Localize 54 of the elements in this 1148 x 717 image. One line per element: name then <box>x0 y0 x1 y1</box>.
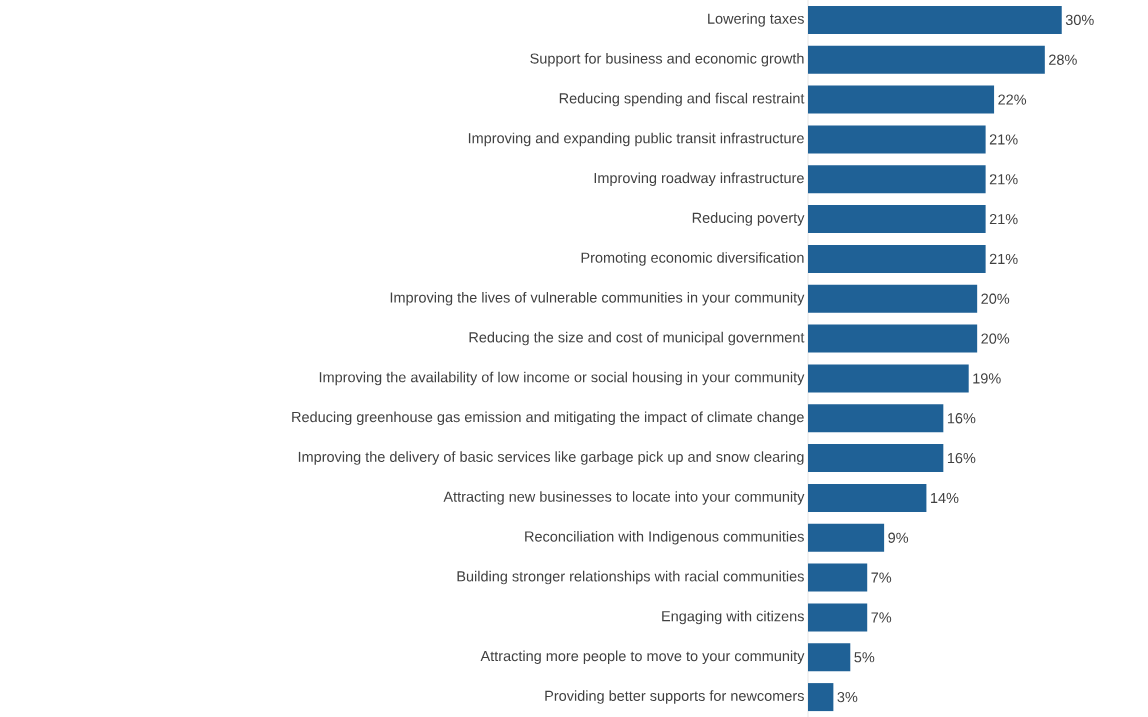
bar <box>808 483 927 512</box>
bar <box>808 523 885 552</box>
data-label: 30% <box>1065 14 1094 26</box>
bar <box>808 404 944 433</box>
data-label: 3% <box>837 691 858 703</box>
data-label: 14% <box>931 492 959 503</box>
bar <box>808 125 986 154</box>
bar <box>808 563 868 592</box>
data-label: 16% <box>947 413 976 424</box>
y-tick-label: Attracting more people to move to your community <box>480 650 805 665</box>
data-label: 19% <box>973 373 1001 384</box>
bar <box>808 603 868 632</box>
bar <box>808 324 978 353</box>
bar <box>808 45 1045 74</box>
bar <box>808 364 969 393</box>
y-tick-label: Providing better supports for newcomers <box>545 690 804 704</box>
y-tick-label: Reconciliation with Indigenous communities <box>525 531 804 545</box>
data-label: 21% <box>989 174 1018 185</box>
data-label: 9% <box>888 532 909 543</box>
y-tick-label: Reducing greenhouse gas emission and mitigating the impact of climate change <box>292 411 804 426</box>
y-tick-label: Engaging with citizens <box>662 610 804 625</box>
bar <box>808 165 986 194</box>
data-label: 21% <box>989 134 1018 145</box>
data-label: 5% <box>854 652 875 663</box>
data-label: 20% <box>981 293 1010 304</box>
bar <box>808 284 978 313</box>
data-label: 22% <box>998 94 1027 105</box>
y-tick-label: Improving and expanding public transit infrastructure <box>468 132 804 147</box>
y-tick-label: Reducing spending and fiscal restraint <box>559 92 805 107</box>
y-tick-label: Lowering taxes <box>708 13 804 27</box>
y-tick-label: Improving the availability of low income or social housing in your community <box>319 371 805 386</box>
data-label: 21% <box>989 213 1018 225</box>
bar <box>808 205 986 234</box>
y-tick-label: Attracting new businesses to locate into your community <box>443 491 805 505</box>
data-label: 16% <box>947 452 976 464</box>
y-tick-label: Promoting economic diversification <box>581 252 804 266</box>
data-label: 7% <box>871 612 892 623</box>
y-tick-label: Improving roadway infrastructure <box>594 172 804 187</box>
bar <box>808 85 995 114</box>
data-label: 7% <box>871 572 892 583</box>
y-tick-label: Reducing the size and cost of municipal government <box>469 331 805 346</box>
bar <box>808 444 944 473</box>
y-tick-label: Building stronger relationships with racial communities <box>457 570 804 585</box>
bar <box>808 5 1062 34</box>
data-label: 21% <box>989 253 1018 265</box>
y-tick-label: Improving the delivery of basic services like garbage pick up and snow clearing <box>298 451 804 465</box>
bar <box>808 643 851 672</box>
data-label: 20% <box>981 333 1010 344</box>
data-label: 28% <box>1049 54 1077 65</box>
bar <box>808 683 834 712</box>
y-tick-label: Improving the lives of vulnerable communities in your community <box>390 292 805 306</box>
y-tick-label: Support for business and economic growth <box>530 53 804 67</box>
bar <box>808 244 986 273</box>
y-tick-label: Reducing poverty <box>692 212 805 226</box>
